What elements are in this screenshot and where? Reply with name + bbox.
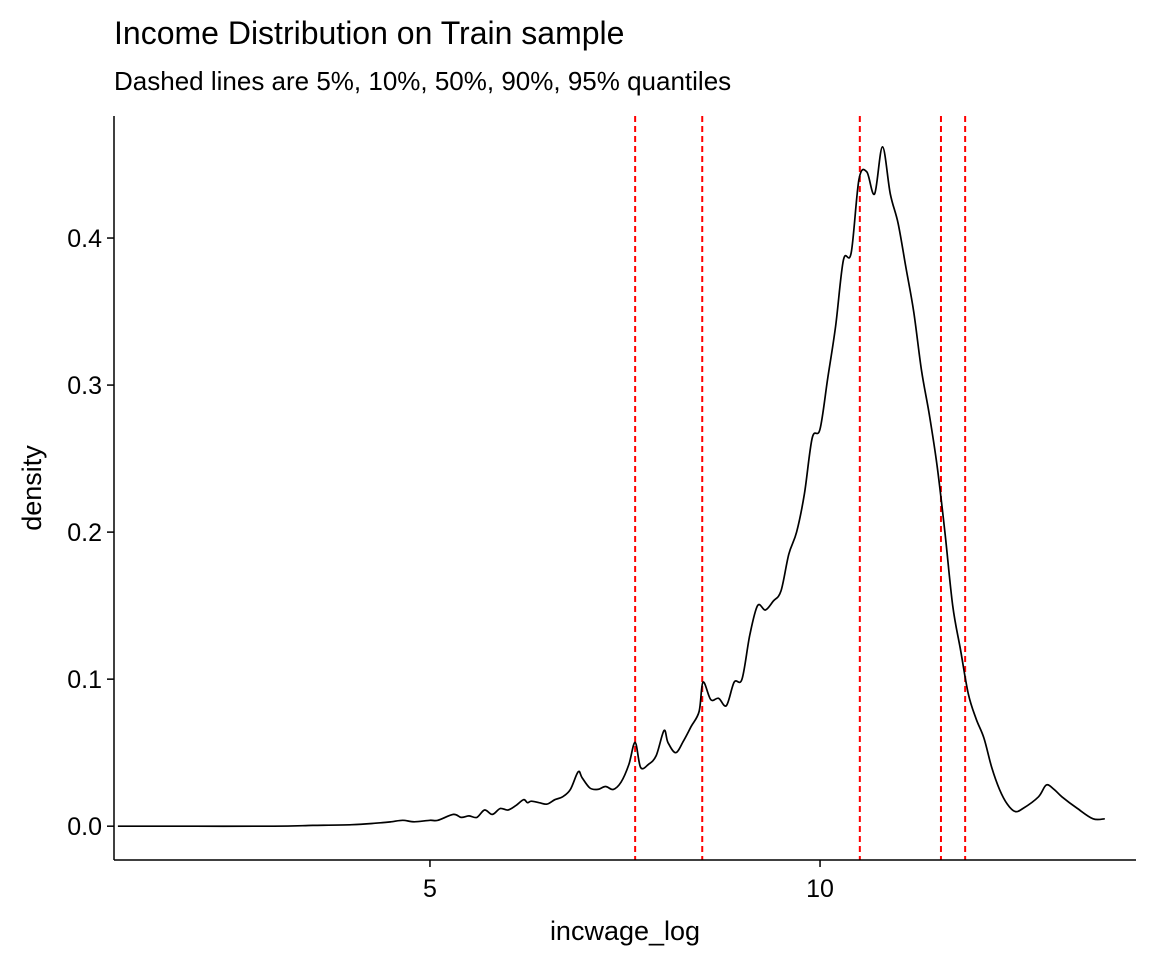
x-tick-label: 10 bbox=[806, 875, 834, 903]
density-line bbox=[117, 146, 1105, 828]
quantile-lines bbox=[634, 116, 967, 860]
y-tick-label: 0.0 bbox=[67, 813, 102, 841]
x-axis-title: incwage_log bbox=[550, 916, 700, 946]
y-tick-label: 0.3 bbox=[67, 372, 102, 400]
chart-title: Income Distribution on Train sample bbox=[114, 15, 624, 51]
x-ticks: 5 10 bbox=[423, 860, 834, 903]
y-tick-label: 0.4 bbox=[67, 225, 102, 253]
chart-subtitle: Dashed lines are 5%, 10%, 50%, 90%, 95% … bbox=[114, 66, 731, 96]
y-tick-label: 0.2 bbox=[67, 519, 102, 547]
x-tick-label: 5 bbox=[423, 875, 437, 903]
y-axis-title: density bbox=[17, 445, 47, 531]
y-tick-label: 0.1 bbox=[67, 666, 102, 694]
y-ticks: 0.0 0.1 0.2 0.3 0.4 bbox=[67, 225, 114, 841]
